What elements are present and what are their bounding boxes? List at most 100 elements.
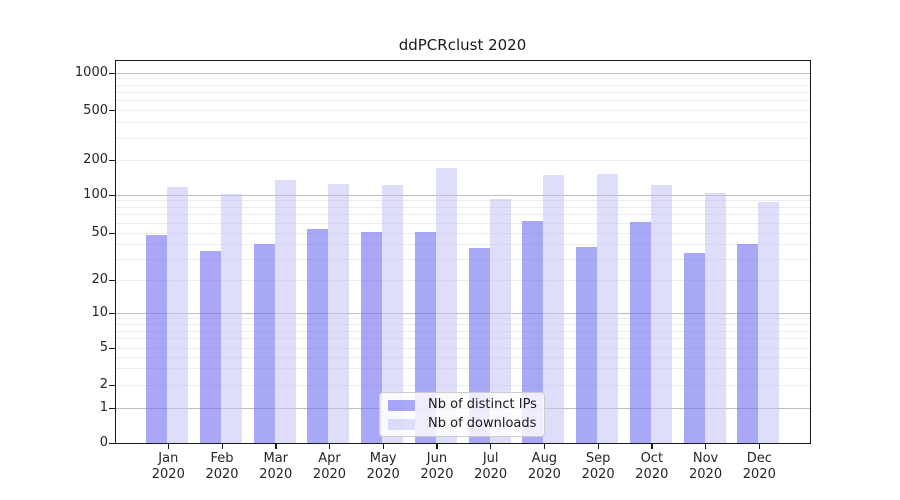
y-axis-tick-label: 200 — [83, 152, 108, 167]
grid-line-minor — [115, 100, 810, 102]
x-axis-tick — [275, 444, 277, 449]
x-axis-tick — [167, 444, 170, 449]
grid-line-minor — [115, 137, 810, 139]
bar-distinct-ips — [629, 222, 651, 443]
grid-line-minor — [115, 317, 810, 319]
grid-line-minor — [115, 243, 810, 245]
x-axis-tick — [328, 444, 331, 449]
grid-line-minor — [115, 258, 810, 260]
legend-entry: Nb of downloads — [386, 416, 538, 432]
grid-line-minor — [115, 347, 810, 349]
x-axis-tick — [490, 444, 492, 449]
grid-line-minor — [115, 200, 810, 202]
bar-distinct-ips — [576, 247, 598, 443]
bar-distinct-ips — [200, 251, 222, 443]
grid-line-minor — [115, 206, 810, 208]
legend-label: Nb of distinct IPs — [428, 397, 537, 412]
grid-line-minor — [115, 91, 810, 93]
y-axis-tick-label: 50 — [91, 225, 108, 240]
grid-line-minor — [115, 122, 810, 124]
bar-distinct-ips — [683, 252, 705, 443]
bar-downloads — [704, 193, 726, 443]
legend: Nb of distinct IPs Nb of downloads — [379, 392, 545, 437]
grid-line-minor — [115, 84, 810, 86]
legend-swatch-distinct-ips — [388, 399, 415, 411]
y-axis-tick — [109, 232, 115, 234]
grid-line-minor — [115, 384, 810, 386]
bar-downloads — [543, 175, 565, 443]
chart-title: ddPCRclust 2020 — [398, 36, 527, 54]
y-axis-tick-label: 2 — [99, 377, 108, 392]
bar-distinct-ips — [307, 228, 329, 443]
y-axis-tick-label: 100 — [83, 187, 108, 202]
grid-line-major — [115, 312, 810, 314]
y-axis-tick — [109, 407, 115, 409]
x-axis-tick — [597, 444, 599, 449]
x-axis-tick — [543, 444, 546, 449]
bar-distinct-ips — [522, 221, 544, 443]
y-axis-tick-label: 1 — [99, 400, 108, 415]
y-axis-tick-label: 10 — [91, 305, 108, 320]
legend-entry: Nb of distinct IPs — [386, 397, 538, 413]
y-axis-tick — [109, 72, 115, 74]
y-axis-tick — [109, 194, 115, 196]
bar-downloads — [435, 168, 457, 443]
legend-swatch-downloads — [388, 418, 415, 430]
x-axis-tick-label: Mar 2020 — [259, 451, 293, 482]
bar-downloads — [650, 184, 672, 443]
bar-distinct-ips — [361, 231, 383, 443]
y-axis-tick — [109, 110, 115, 112]
bar-downloads — [328, 183, 350, 443]
bar-distinct-ips — [253, 244, 275, 443]
x-axis-tick-label: May 2020 — [366, 451, 400, 482]
grid-line-minor — [115, 159, 810, 161]
grid-line-minor — [115, 222, 810, 224]
x-axis-tick-label: Jul 2020 — [474, 451, 508, 482]
bar-downloads — [274, 180, 296, 443]
grid-line-major — [115, 72, 810, 74]
grid-line-minor — [115, 368, 810, 370]
grid-line-minor — [115, 78, 810, 80]
bar-distinct-ips — [146, 235, 168, 443]
legend-label: Nb of downloads — [428, 416, 537, 431]
x-axis-tick-label: Feb 2020 — [205, 451, 239, 482]
bar-downloads — [597, 173, 619, 443]
grid-line-minor — [115, 279, 810, 281]
y-axis-tick — [109, 159, 115, 161]
x-axis-tick — [221, 444, 223, 449]
x-axis-tick-label: Dec 2020 — [742, 451, 776, 482]
x-axis-tick-label: Aug 2020 — [527, 451, 561, 482]
bar-downloads — [221, 194, 243, 443]
x-axis-tick-label: Sep 2020 — [581, 451, 615, 482]
x-axis-tick — [705, 444, 707, 449]
y-axis-tick — [109, 384, 115, 386]
grid-line-minor — [115, 214, 810, 216]
x-axis-tick-label: Apr 2020 — [312, 451, 347, 482]
grid-line-major — [115, 194, 810, 196]
x-axis-tick — [758, 444, 761, 449]
y-axis-tick-label: 500 — [83, 102, 108, 118]
grid-line-minor — [115, 323, 810, 325]
bar-downloads — [167, 186, 189, 443]
y-axis-tick — [109, 347, 115, 349]
bar-downloads — [758, 202, 780, 443]
x-axis-tick-label: Nov 2020 — [689, 451, 723, 482]
bar-downloads — [489, 198, 511, 443]
grid-line-minor — [115, 232, 810, 234]
y-axis-tick — [109, 279, 115, 281]
x-axis-tick — [382, 444, 384, 449]
bar-distinct-ips — [737, 244, 759, 443]
grid-line-minor — [115, 330, 810, 332]
x-axis-tick-label: Jan 2020 — [151, 451, 185, 482]
y-axis-tick-label: 5 — [99, 340, 108, 355]
grid-line-minor — [115, 110, 810, 111]
bar-distinct-ips — [414, 231, 436, 443]
y-axis-tick-label: 1000 — [74, 65, 108, 80]
x-axis-tick — [651, 444, 653, 449]
x-axis-tick-label: Jun 2020 — [420, 451, 454, 482]
bar-downloads — [382, 184, 404, 443]
x-axis-tick-label: Oct 2020 — [635, 451, 669, 482]
grid-line-minor — [115, 338, 810, 340]
y-axis-tick-label: 0 — [99, 435, 108, 450]
y-axis-tick — [109, 442, 115, 444]
